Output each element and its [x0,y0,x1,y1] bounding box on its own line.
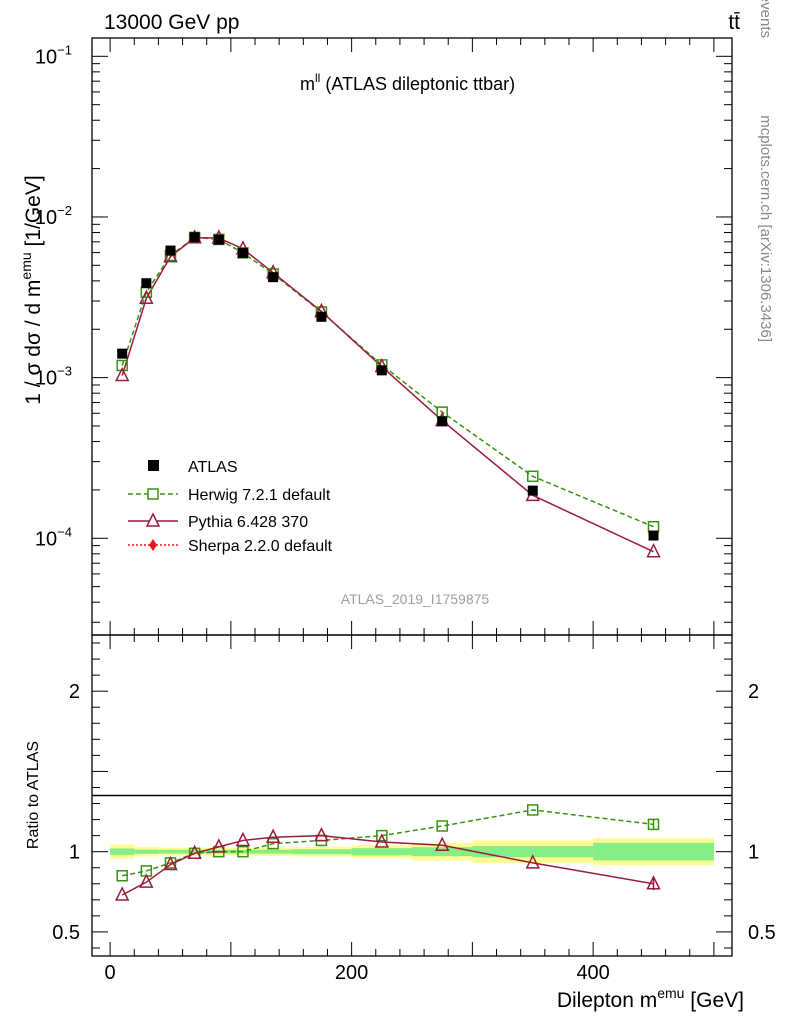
ratio-y-axis-label: Ratio to ATLAS [25,741,42,849]
ratio-axis-ticks: 0.5 0.5 1 1 2 2 0 200 400 [52,635,776,984]
ratio-y-tick-label: 2 [69,681,80,703]
legend-marker-herwig [147,488,159,500]
x-tick-label: 400 [576,962,609,984]
main-line-pythia [121,237,654,553]
ratio-y-tick-label: 1 [69,842,80,864]
ratio-plot-frame [91,634,733,957]
ratio-point-herwig [436,820,448,832]
legend-label-herwig: Herwig 7.2.1 default [188,487,331,504]
ratio-y-tick-label-right: 1 [748,842,759,864]
ratio-band-inner [412,847,473,857]
main-point-atlas [213,234,224,245]
main-point-atlas [376,365,387,376]
ratio-y-tick-label-right: 2 [748,681,759,703]
ratio-point-herwig [647,818,660,831]
main-y-tick-labels: 10−4 10−3 10−2 10−1 [35,42,72,550]
main-point-pythia [646,543,661,558]
ratio-point-pythia [163,855,178,871]
main-series-layer [114,229,661,558]
legend-entry-pythia: Pythia 6.428 370 [128,512,308,531]
main-point-atlas [189,232,200,243]
main-point-atlas [141,278,152,289]
x-axis-label: Dilepton memu [GeV] [557,985,744,1012]
legend-label-sherpa: Sherpa 2.2.0 default [188,538,333,555]
ratio-band-inner [351,848,412,856]
ratio-series-layer [114,804,661,901]
main-point-atlas [648,530,659,541]
ratio-point-herwig [376,829,388,842]
ratio-point-pythia [265,828,281,843]
legend-label-pythia: Pythia 6.428 370 [188,514,308,531]
ratio-point-herwig [267,837,279,850]
ratio-point-pythia [211,838,227,853]
x-tick-label: 0 [105,962,116,984]
ratio-y-tick-label: 0.5 [52,922,80,944]
x-tick-label: 200 [335,962,368,984]
main-point-herwig [527,470,539,483]
main-plot-title: mll (ATLAS dileptonic ttbar) [300,71,515,94]
legend: ATLAS Herwig 7.2.1 default Pythia 6.428 … [128,459,333,555]
ratio-point-pythia [235,831,251,847]
main-point-pythia [163,247,178,263]
main-point-atlas [437,416,448,427]
main-y-tick-label: 10−2 [35,203,72,229]
main-point-pythia [114,366,130,382]
main-point-atlas [268,272,279,283]
ratio-band-inner [291,849,352,855]
ratio-band-inner [110,848,135,855]
ratio-band-inner [472,846,594,858]
ratio-point-pythia [314,826,329,842]
ratio-point-herwig [116,870,128,882]
ratio-point-pythia [374,833,390,848]
rivet-version-label: Rivet 3.1.10, ≥ 400k events [757,0,774,38]
main-axis-ticks [92,38,732,635]
main-plot: 10−4 10−3 10−2 10−1 mll (ATLAS dileptonic t… [18,37,733,636]
ratio-point-pythia [646,875,661,890]
ratio-plot: 0.5 0.5 1 1 2 2 0 200 400 Ratio to ATLAS Dilepto… [25,634,776,1012]
ratio-point-herwig [237,845,249,858]
ratio-point-herwig [527,804,539,816]
main-point-atlas [316,311,327,322]
main-point-atlas [117,348,128,359]
main-point-pythia [139,289,154,304]
ratio-band-inner [158,849,183,854]
ratio-line-pythia [121,834,654,896]
main-point-atlas [237,248,248,259]
ratio-line-herwig [122,809,654,877]
ratio-point-pythia [434,836,450,852]
legend-entry-herwig: Herwig 7.2.1 default [128,487,331,504]
legend-entry-sherpa: Sherpa 2.2.0 default [128,538,333,555]
main-y-axis-label: 1 / σ dσ / d memu [1/GeV] [18,175,45,404]
main-point-atlas [165,245,176,256]
main-line-herwig [121,236,654,528]
ratio-point-pythia [525,854,540,869]
process-label: tt̄ [728,11,740,34]
ratio-point-pythia [114,886,130,901]
legend-entry-atlas: ATLAS [148,459,238,476]
ratio-point-pythia [187,844,202,860]
legend-marker-sherpa [149,539,157,551]
legend-marker-atlas [148,460,159,471]
ratio-y-tick-label-right: 0.5 [748,922,776,944]
legend-marker-pythia [145,512,161,527]
ratio-band-inner [134,849,159,854]
main-y-tick-label: 10−4 [35,524,72,550]
legend-label-atlas: ATLAS [188,459,238,476]
ratio-band-inner [182,849,207,854]
mcplots-label: mcplots.cern.ch [arXiv:1306.3436] [757,115,774,342]
main-y-tick-label: 10−3 [35,364,72,390]
analysis-label: ATLAS_2019_I1759875 [341,591,490,607]
main-point-atlas [527,485,538,496]
main-point-herwig [116,359,128,372]
ratio-point-pythia [139,873,154,888]
ratio-band-inner [593,842,714,861]
ratio-band-inner [255,849,292,854]
main-y-tick-label: 10−1 [35,42,72,68]
collision-label: 13000 GeV pp [104,11,239,34]
